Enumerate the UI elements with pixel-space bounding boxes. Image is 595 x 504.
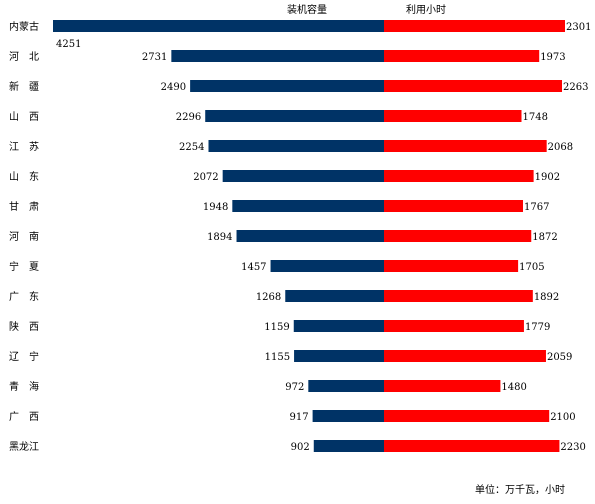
capacity-bar — [190, 80, 384, 92]
hours-bar — [384, 260, 519, 272]
capacity-bar — [285, 290, 384, 302]
capacity-bar — [294, 350, 384, 362]
hours-value-label: 1872 — [532, 232, 557, 243]
capacity-bar — [236, 230, 384, 242]
hours-value-label: 2230 — [560, 442, 585, 453]
category-label: 内蒙古 — [9, 20, 39, 33]
hours-value-label: 1902 — [535, 172, 560, 183]
hours-value-label: 1973 — [540, 52, 565, 63]
hours-value-label: 1480 — [501, 382, 526, 393]
hours-bar — [384, 290, 533, 302]
capacity-value-label: 917 — [290, 412, 309, 423]
capacity-value-label: 2296 — [176, 112, 201, 123]
capacity-value-label: 1159 — [264, 322, 289, 333]
capacity-bar — [53, 20, 384, 32]
capacity-bar — [222, 170, 384, 182]
category-label: 宁 夏 — [9, 260, 39, 273]
hours-bar — [384, 110, 522, 122]
hours-value-label: 1705 — [519, 262, 544, 273]
hours-bar — [384, 20, 565, 32]
capacity-value-label: 1457 — [241, 262, 266, 273]
category-label: 青 海 — [9, 380, 39, 393]
hours-bar — [384, 380, 501, 392]
hours-value-label: 1892 — [534, 292, 559, 303]
hours-bar — [384, 170, 534, 182]
capacity-value-label: 902 — [291, 442, 310, 453]
category-label: 陕 西 — [9, 320, 39, 333]
hours-bar — [384, 350, 546, 362]
hours-value-label: 1779 — [525, 322, 550, 333]
hours-value-label: 2100 — [550, 412, 575, 423]
capacity-bar — [270, 260, 384, 272]
hours-bar — [384, 440, 560, 452]
capacity-value-label: 2731 — [142, 52, 167, 63]
category-label: 黑龙江 — [9, 440, 39, 453]
capacity-value-label: 2072 — [193, 172, 218, 183]
category-label: 山 东 — [9, 170, 39, 183]
category-label: 江 苏 — [9, 140, 39, 153]
hours-bar — [384, 200, 523, 212]
capacity-bar — [313, 440, 384, 452]
unit-note: 单位：万千瓦，小时 — [475, 485, 565, 496]
capacity-value-label: 2254 — [179, 142, 204, 153]
capacity-value-label: 1268 — [256, 292, 281, 303]
capacity-value-label: 1155 — [265, 352, 290, 363]
category-label: 山 西 — [9, 111, 39, 123]
hours-bar — [384, 320, 524, 332]
hours-bar — [384, 50, 540, 62]
category-label: 辽 宁 — [9, 350, 39, 363]
capacity-value-label: 2490 — [161, 82, 186, 93]
hours-value-label: 2263 — [563, 82, 588, 93]
capacity-value-label: 972 — [285, 382, 304, 393]
capacity-bar — [205, 110, 384, 122]
hours-bar — [384, 410, 550, 422]
hours-value-label: 1748 — [523, 112, 548, 123]
capacity-value-label: 4251 — [56, 39, 81, 50]
category-label: 广 西 — [9, 411, 39, 423]
capacity-bar — [208, 140, 384, 152]
legend-hours: 利用小时 — [406, 4, 446, 16]
category-label: 河 南 — [9, 230, 39, 243]
legend-capacity: 装机容量 — [287, 3, 327, 16]
capacity-bar — [232, 200, 384, 212]
capacity-bar — [171, 50, 384, 62]
hours-value-label: 2059 — [547, 352, 572, 363]
hours-bar — [384, 140, 547, 152]
hours-bar — [384, 80, 563, 92]
capacity-value-label: 1894 — [207, 232, 232, 243]
category-label: 广 东 — [9, 290, 39, 303]
hours-value-label: 2301 — [566, 22, 591, 33]
hours-value-label: 1767 — [524, 202, 549, 213]
hours-bar — [384, 230, 532, 242]
capacity-bar — [293, 320, 384, 332]
capacity-value-label: 1948 — [203, 202, 228, 213]
category-label: 甘 肃 — [9, 200, 39, 213]
category-label: 新 疆 — [9, 80, 39, 93]
capacity-bar — [308, 380, 384, 392]
capacity-bar — [312, 410, 384, 422]
category-label: 河 北 — [9, 51, 39, 63]
hours-value-label: 2068 — [548, 142, 573, 153]
